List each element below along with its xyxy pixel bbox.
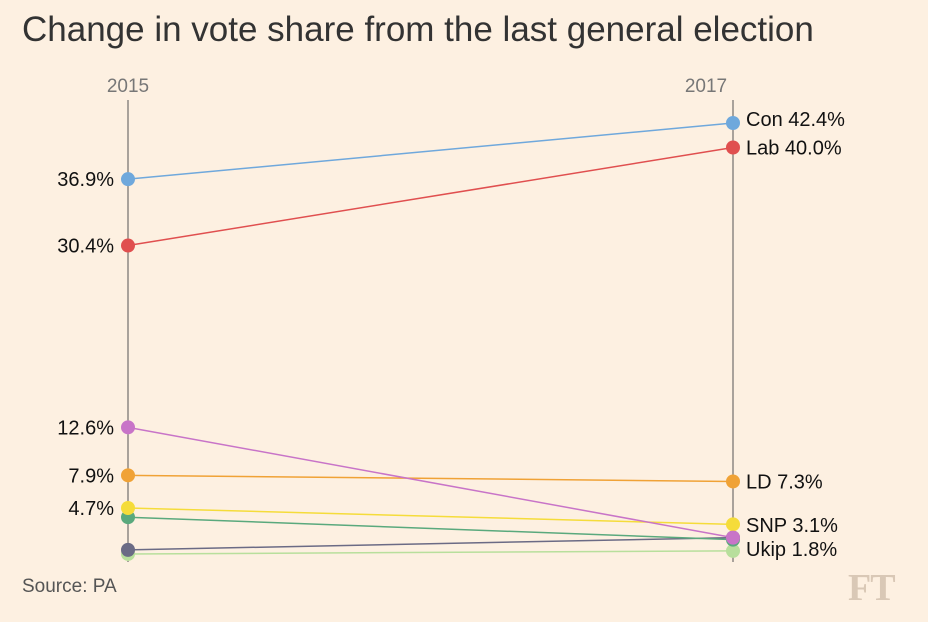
right-label-1: Lab 40.0% bbox=[746, 138, 842, 160]
series-line-3 bbox=[127, 474, 734, 483]
point-0-2015 bbox=[121, 172, 135, 187]
series-line-5 bbox=[127, 516, 734, 541]
right-label-3: LD 7.3% bbox=[746, 471, 823, 493]
ft-logo: FT bbox=[848, 567, 896, 609]
x-label-2017: 2017 bbox=[685, 76, 727, 97]
left-label-3: 7.9% bbox=[68, 465, 114, 487]
point-3-2015 bbox=[121, 468, 135, 483]
source-note: Source: PA bbox=[22, 576, 117, 597]
point-3-2017 bbox=[726, 474, 740, 489]
series-layer: 36.9% Con 42.4% 30.4% Lab 40.0% 12.6% 7.9% LD … bbox=[57, 109, 845, 561]
left-label-2: 12.6% bbox=[57, 417, 114, 439]
point-2-2015 bbox=[121, 420, 135, 435]
right-label-4: SNP 3.1% bbox=[746, 515, 838, 537]
point-7-2017 bbox=[726, 543, 740, 558]
point-1-2017 bbox=[726, 140, 740, 155]
left-label-4: 4.7% bbox=[68, 498, 114, 520]
right-label-6: Ukip 1.8% bbox=[746, 539, 837, 561]
series-line-6 bbox=[127, 536, 734, 551]
right-label-0: Con 42.4% bbox=[746, 109, 845, 131]
series-line-1 bbox=[127, 146, 734, 247]
x-label-2015: 2015 bbox=[107, 76, 149, 97]
series-line-4 bbox=[127, 507, 734, 526]
point-2-2017 bbox=[726, 530, 740, 545]
point-4-2015 bbox=[121, 501, 135, 516]
series-line-0 bbox=[127, 122, 734, 180]
chart-title: Change in vote share from the last gener… bbox=[22, 10, 814, 49]
left-label-0: 36.9% bbox=[57, 169, 114, 191]
left-label-1: 30.4% bbox=[57, 236, 114, 258]
point-0-2017 bbox=[726, 116, 740, 130]
series-line-7 bbox=[127, 550, 734, 555]
series-line-2 bbox=[127, 426, 734, 539]
point-6-2015 bbox=[121, 542, 135, 557]
point-4-2017 bbox=[726, 517, 740, 532]
point-1-2015 bbox=[121, 238, 135, 253]
